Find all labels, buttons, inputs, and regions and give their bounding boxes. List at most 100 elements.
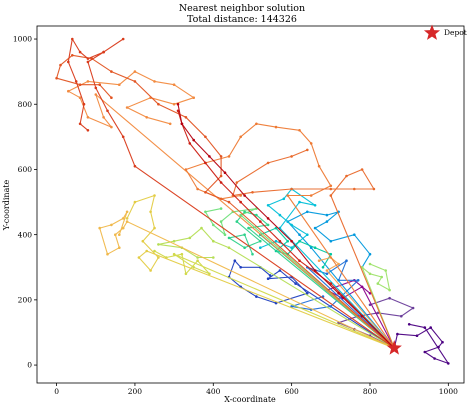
customer-point xyxy=(239,213,242,217)
customer-point xyxy=(121,37,125,41)
customer-point xyxy=(368,262,372,266)
customer-point xyxy=(325,213,329,217)
customer-point xyxy=(388,288,391,292)
customer-point xyxy=(200,226,203,230)
customer-point xyxy=(180,252,184,256)
x-axis-label: X-coordinate xyxy=(224,395,276,404)
customer-point xyxy=(286,239,290,243)
customer-point xyxy=(133,80,137,83)
customer-point xyxy=(329,194,333,197)
customer-point xyxy=(329,184,333,188)
customer-point xyxy=(110,96,113,99)
customer-point xyxy=(55,76,58,80)
customer-point xyxy=(125,210,129,214)
customer-point xyxy=(433,357,436,360)
customer-point xyxy=(235,220,239,223)
customer-point xyxy=(447,362,450,365)
customer-point xyxy=(298,239,301,243)
customer-point xyxy=(149,210,152,214)
customer-point xyxy=(306,233,309,236)
customer-point xyxy=(235,181,239,184)
customer-point xyxy=(118,233,121,236)
customer-point xyxy=(98,226,101,230)
x-axis: 0 200 400 600 800 1000 xyxy=(54,383,458,396)
customer-point xyxy=(125,217,129,220)
customer-point xyxy=(219,207,223,210)
y-axis: 0 200 400 600 800 1000 xyxy=(13,35,37,370)
chart-title: Nearest neighbor solution xyxy=(179,3,305,14)
customer-point xyxy=(259,220,262,223)
route-line-18 xyxy=(185,123,395,349)
customer-point xyxy=(313,226,317,230)
customer-point xyxy=(204,191,207,194)
customer-point xyxy=(204,210,207,214)
customer-point xyxy=(376,311,380,315)
customer-point xyxy=(212,239,215,243)
customer-point xyxy=(415,334,419,338)
customer-point xyxy=(337,292,340,295)
customer-point xyxy=(219,155,223,158)
customer-point xyxy=(86,129,90,132)
customer-point xyxy=(329,252,333,256)
customer-point xyxy=(360,314,364,318)
customer-point xyxy=(388,296,391,300)
chart-subtitle: Total distance: 144326 xyxy=(187,14,297,25)
legend-depot-label: Depot xyxy=(444,28,467,37)
route-line-12 xyxy=(157,227,395,349)
customer-point xyxy=(423,350,427,354)
customer-point xyxy=(282,197,286,201)
customer-point xyxy=(309,194,313,197)
customer-point xyxy=(317,259,321,263)
customer-point xyxy=(429,326,433,329)
customer-point xyxy=(266,161,270,165)
customer-point xyxy=(337,262,340,266)
customer-point xyxy=(145,249,148,253)
customer-point xyxy=(372,187,376,191)
customer-point xyxy=(71,54,74,57)
x-tick-label: 600 xyxy=(284,387,299,396)
y-tick-label: 800 xyxy=(18,100,33,109)
customer-point xyxy=(168,122,172,126)
x-tick-label: 400 xyxy=(206,387,221,396)
customer-point xyxy=(67,60,70,64)
customer-point xyxy=(360,168,364,171)
customer-point xyxy=(251,252,254,256)
y-tick-label: 400 xyxy=(18,230,33,239)
customer-point xyxy=(153,194,156,197)
customer-point xyxy=(106,252,109,256)
customer-point xyxy=(184,116,188,119)
customer-point xyxy=(266,217,270,220)
customer-point xyxy=(356,279,360,282)
customer-point xyxy=(208,272,211,276)
customer-point xyxy=(321,266,325,269)
customer-point xyxy=(286,194,290,197)
plot-area xyxy=(55,37,450,365)
customer-point xyxy=(86,60,90,64)
customer-point xyxy=(172,102,176,106)
customer-point xyxy=(223,171,227,174)
y-tick-label: 0 xyxy=(27,361,32,370)
customer-point xyxy=(153,226,156,230)
customer-point xyxy=(290,223,293,227)
customer-point xyxy=(78,96,82,99)
customer-point xyxy=(125,220,129,223)
customer-point xyxy=(306,292,309,295)
customer-point xyxy=(243,194,246,197)
customer-point xyxy=(227,155,231,158)
customer-point xyxy=(153,80,156,83)
customer-point xyxy=(102,116,105,119)
customer-point xyxy=(78,50,82,54)
customer-point xyxy=(149,269,152,272)
customer-point xyxy=(208,155,211,158)
customer-point xyxy=(411,306,415,310)
customer-point xyxy=(353,233,356,236)
customer-point xyxy=(94,93,98,96)
customer-point xyxy=(188,236,192,240)
customer-point xyxy=(67,89,70,93)
customer-point xyxy=(259,239,262,243)
customer-point xyxy=(255,213,258,217)
customer-point xyxy=(184,272,188,276)
customer-point xyxy=(86,80,90,83)
customer-point xyxy=(188,142,192,145)
customer-point xyxy=(239,266,242,269)
